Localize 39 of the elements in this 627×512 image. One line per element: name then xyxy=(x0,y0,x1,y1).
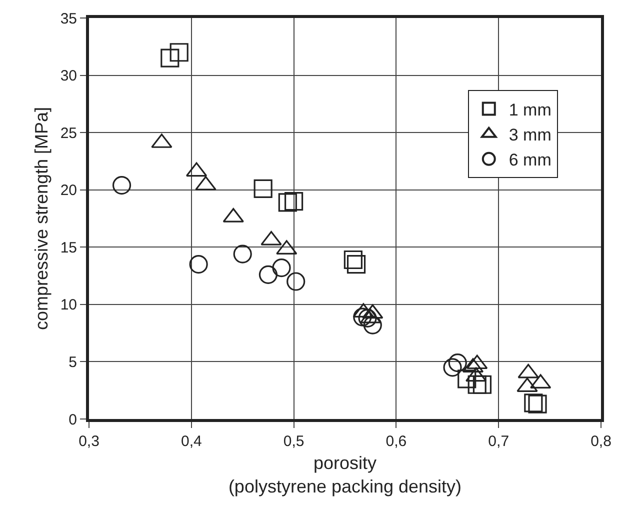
y-tick-label: 20 xyxy=(60,182,77,200)
x-tick-label: 0,7 xyxy=(488,433,510,450)
x-axis-title: porosity (polystyrene packing density) xyxy=(228,453,462,496)
point xyxy=(284,192,304,211)
y-tick-label: 35 xyxy=(60,10,77,28)
x-tick-label: 0,8 xyxy=(590,433,612,450)
point xyxy=(448,354,467,372)
legend-label: 3 mm xyxy=(508,125,552,144)
y-tick-label: 15 xyxy=(60,239,77,256)
point xyxy=(278,193,297,212)
y-tick-label: 5 xyxy=(68,354,77,371)
point xyxy=(472,375,492,394)
y-tick-label: 30 xyxy=(60,68,77,85)
x-tick-label: 0,4 xyxy=(180,433,202,450)
point xyxy=(528,394,547,414)
point xyxy=(468,375,486,394)
point xyxy=(458,370,476,388)
point xyxy=(189,255,208,274)
legend-label: 1 mm xyxy=(508,100,552,120)
y-tick-label: 10 xyxy=(60,296,77,314)
point xyxy=(346,255,366,274)
x-tick-label: 0,3 xyxy=(78,433,100,450)
point xyxy=(233,244,252,264)
point xyxy=(344,250,362,270)
legend-label: 6 mm xyxy=(508,150,552,170)
x-tick-label: 0,6 xyxy=(386,433,407,450)
y-axis-title: compressive strength [MPa] xyxy=(32,106,52,330)
point xyxy=(170,43,188,62)
point xyxy=(443,358,462,377)
y-tick-label: 0 xyxy=(68,411,77,428)
point xyxy=(258,265,278,284)
y-tick-label: 25 xyxy=(60,124,77,142)
point xyxy=(272,258,291,278)
point xyxy=(160,48,180,68)
point xyxy=(112,176,132,195)
point xyxy=(524,394,543,412)
point xyxy=(254,179,272,198)
point xyxy=(286,272,306,291)
x-tick-label: 0,5 xyxy=(283,433,304,450)
